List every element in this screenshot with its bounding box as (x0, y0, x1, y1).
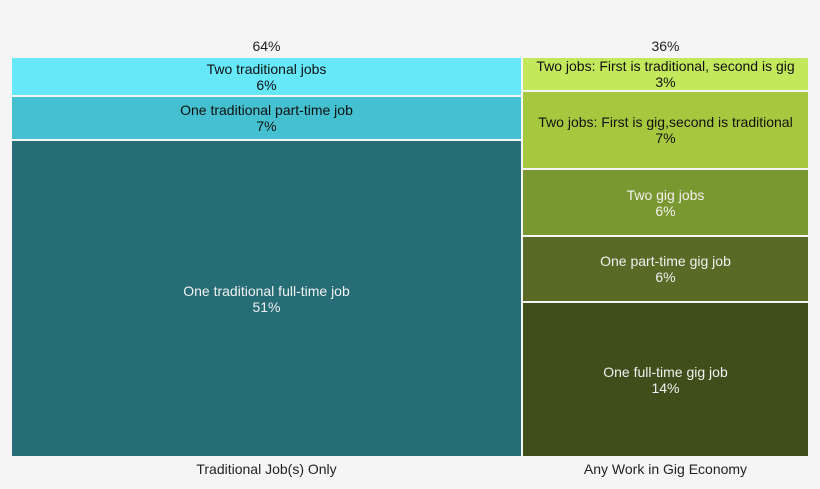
segment-one-traditional-full-time: One traditional full-time job 51% (12, 141, 521, 456)
segment-label: One traditional part-time job (180, 102, 353, 118)
segment-value: 7% (256, 118, 277, 134)
column-label-gig: Any Work in Gig Economy (583, 461, 748, 477)
column-share-traditional: 64% (252, 38, 281, 54)
segment-two-gig-jobs: Two gig jobs 6% (523, 170, 808, 235)
segment-value: 7% (655, 130, 676, 146)
segment-value: 14% (651, 379, 680, 396)
segment-label: One part-time gig job (600, 253, 731, 269)
segment-one-part-time-gig: One part-time gig job 6% (523, 237, 808, 301)
segment-one-traditional-part-time: One traditional part-time job 7% (12, 97, 521, 139)
segment-value: 6% (655, 202, 676, 219)
segment-label: Two gig jobs (626, 186, 705, 203)
segment-one-full-time-gig: One full-time gig job 14% (523, 303, 808, 456)
column-share-gig: 36% (651, 38, 680, 54)
segment-value: 6% (655, 269, 676, 285)
segment-label: Two jobs: First is traditional, second i… (536, 58, 795, 74)
segment-trad-then-gig: Two jobs: First is traditional, second i… (523, 58, 808, 90)
segment-label: One traditional full-time job (183, 282, 350, 299)
segment-label: Two traditional jobs (206, 60, 327, 77)
segment-two-traditional-jobs: Two traditional jobs 6% (12, 58, 521, 95)
segment-value: 51% (252, 298, 281, 315)
segment-label: One full-time gig job (603, 363, 728, 380)
segment-label: Two jobs: First is gig,second is traditi… (538, 114, 793, 130)
column-label-traditional: Traditional Job(s) Only (196, 461, 337, 477)
segment-value: 3% (655, 74, 676, 90)
segment-gig-then-trad: Two jobs: First is gig,second is traditi… (523, 92, 808, 168)
segment-value: 6% (256, 76, 277, 93)
